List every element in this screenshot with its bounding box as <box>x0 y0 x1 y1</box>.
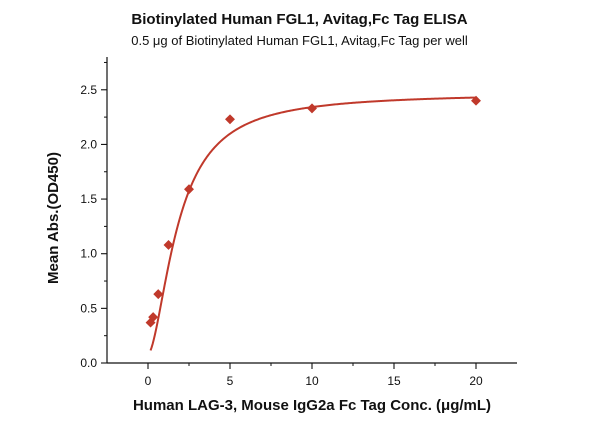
y-ticks-group: 0.0 0.5 1.0 1.5 2.0 2.5 <box>80 61 107 370</box>
data-point-5 <box>225 114 235 125</box>
y-tick-label: 2.5 <box>80 83 97 97</box>
y-tick-label: 2.0 <box>80 137 97 151</box>
data-point-7 <box>471 95 481 106</box>
x-axis-group: 0 5 10 15 20 Human LAG-3, Mouse IgG2a Fc Tag… <box>107 362 517 414</box>
chart-title-group: Biotinylated Human FGL1, Avitag,Fc Tag E… <box>131 11 468 48</box>
x-tick-label: 10 <box>305 374 319 388</box>
data-point-2 <box>153 289 164 300</box>
data-point-3 <box>163 240 174 250</box>
fit-curve <box>149 96 477 351</box>
x-tick-label: 20 <box>469 374 483 388</box>
plot-area <box>145 95 481 351</box>
data-point-4 <box>184 184 194 195</box>
y-axis-group: 0.0 0.5 1.0 1.5 2.0 2.5 Mean Abs.(OD450) <box>45 57 108 370</box>
y-tick-label: 1.0 <box>80 247 97 261</box>
points-group <box>145 95 481 328</box>
x-axis-label: Human LAG-3, Mouse IgG2a Fc Tag Conc. (μ… <box>133 397 491 414</box>
y-tick-label: 0.5 <box>80 301 97 315</box>
chart-subtitle: 0.5 μg of Biotinylated Human FGL1, Avita… <box>131 33 468 48</box>
x-ticks-group: 0 5 10 15 20 <box>145 363 483 388</box>
x-tick-label: 15 <box>387 374 401 388</box>
x-tick-label: 0 <box>145 374 152 388</box>
y-tick-label: 0.0 <box>80 356 97 370</box>
y-axis-label: Mean Abs.(OD450) <box>45 152 62 284</box>
data-point-1 <box>148 312 159 323</box>
y-tick-label: 1.5 <box>80 192 97 206</box>
x-tick-label: 5 <box>227 374 234 388</box>
chart-title: Biotinylated Human FGL1, Avitag,Fc Tag E… <box>131 11 467 28</box>
data-point-6 <box>307 103 317 114</box>
